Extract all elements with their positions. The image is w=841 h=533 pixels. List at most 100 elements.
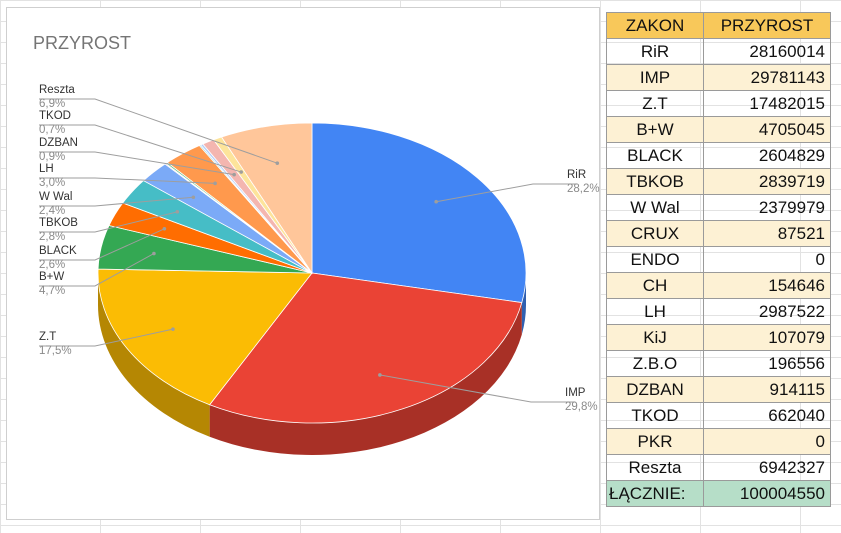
cell-value[interactable]: 2604829 bbox=[703, 142, 831, 169]
cell-name[interactable]: KiJ bbox=[606, 324, 704, 351]
table-row: BLACK 2604829 bbox=[606, 142, 831, 169]
cell-value[interactable]: 0 bbox=[703, 428, 831, 455]
leader-dot bbox=[239, 170, 243, 174]
slice-label: BLACK bbox=[39, 245, 77, 257]
cell-value[interactable]: 28160014 bbox=[703, 38, 831, 65]
cell-name[interactable]: CRUX bbox=[606, 220, 704, 247]
table-row: B+W 4705045 bbox=[606, 116, 831, 143]
cell-name[interactable]: TKOD bbox=[606, 402, 704, 429]
cell-value[interactable]: 17482015 bbox=[703, 90, 831, 117]
slice-label: DZBAN bbox=[39, 137, 78, 149]
cell-value[interactable]: 154646 bbox=[703, 272, 831, 299]
cell-name[interactable]: ŁĄCZNIE: bbox=[606, 480, 704, 507]
leader-dot bbox=[152, 251, 156, 256]
cell-value[interactable]: 914115 bbox=[703, 376, 831, 403]
cell-value[interactable]: 29781143 bbox=[703, 64, 831, 91]
slice-label: IMP bbox=[565, 387, 586, 399]
leader-line bbox=[379, 374, 575, 403]
cell-name[interactable]: B+W bbox=[606, 116, 704, 143]
cell-name[interactable]: TBKOB bbox=[606, 168, 704, 195]
slice-label: TBKOB bbox=[39, 217, 78, 229]
leader-line bbox=[39, 253, 155, 287]
leader-dot bbox=[213, 181, 217, 186]
table-header-row: ZAKON PRZYROST bbox=[606, 12, 831, 39]
cell-name[interactable]: Z.T bbox=[606, 90, 704, 117]
table-row: ENDO 0 bbox=[606, 246, 831, 273]
table-row: W Wal 2379979 bbox=[606, 194, 831, 221]
leader-line bbox=[39, 124, 242, 173]
leader-dot bbox=[171, 327, 175, 331]
leader-line bbox=[39, 177, 216, 184]
pie-slice bbox=[97, 268, 313, 406]
cell-value[interactable]: 100004550 bbox=[703, 480, 831, 507]
leader-dot bbox=[275, 161, 280, 165]
leader-line bbox=[39, 98, 278, 164]
cell-value[interactable]: 107079 bbox=[703, 324, 831, 351]
leader-line bbox=[39, 196, 194, 207]
pie-slice bbox=[311, 122, 527, 304]
slice-label: Z.T bbox=[39, 331, 56, 343]
cell-name[interactable]: BLACK bbox=[606, 142, 704, 169]
pie-slice-side bbox=[97, 273, 210, 437]
slice-percent: 2,6% bbox=[39, 259, 65, 271]
cell-value[interactable]: 196556 bbox=[703, 350, 831, 377]
slice-percent: 3,0% bbox=[39, 177, 65, 189]
cell-value[interactable]: 0 bbox=[703, 246, 831, 273]
data-table: ZAKON PRZYROST RiR 28160014 IMP 29781143 Z.T 17… bbox=[606, 12, 831, 507]
slice-percent: 2,8% bbox=[39, 231, 65, 243]
slice-label: Reszta bbox=[39, 84, 75, 96]
cell-name[interactable]: Reszta bbox=[606, 454, 704, 481]
chart-panel[interactable]: PRZYROST RiR 28,2% IMP 29,8% Z.T 17,5% B+W 4,7%… bbox=[6, 7, 600, 520]
table-row: Z.T 17482015 bbox=[606, 90, 831, 117]
table-row: TBKOB 2839719 bbox=[606, 168, 831, 195]
leader-dot bbox=[162, 226, 167, 231]
pie-slice bbox=[220, 122, 313, 275]
table-total-row: ŁĄCZNIE: 100004550 bbox=[606, 480, 831, 507]
table-row: LH 2987522 bbox=[606, 298, 831, 325]
slice-label: TKOD bbox=[39, 110, 71, 122]
cell-value[interactable]: 2987522 bbox=[703, 298, 831, 325]
slice-label: LH bbox=[39, 163, 54, 175]
cell-name[interactable]: IMP bbox=[606, 64, 704, 91]
cell-name[interactable]: RiR bbox=[606, 38, 704, 65]
slice-percent: 0,7% bbox=[39, 124, 65, 136]
cell-value[interactable]: 4705045 bbox=[703, 116, 831, 143]
cell-value[interactable]: 6942327 bbox=[703, 454, 831, 481]
slice-label: W Wal bbox=[39, 191, 72, 203]
leader-dot bbox=[378, 373, 382, 377]
cell-value[interactable]: PRZYROST bbox=[703, 12, 831, 39]
cell-name[interactable]: Z.B.O bbox=[606, 350, 704, 377]
cell-name[interactable]: CH bbox=[606, 272, 704, 299]
cell-value[interactable]: 662040 bbox=[703, 402, 831, 429]
table-row: CH 154646 bbox=[606, 272, 831, 299]
chart-title: PRZYROST bbox=[33, 33, 131, 53]
slice-percent: 28,2% bbox=[567, 183, 600, 195]
cell-name[interactable]: ENDO bbox=[606, 246, 704, 273]
slice-label: RiR bbox=[567, 169, 586, 181]
leader-dot bbox=[434, 199, 438, 204]
cell-name[interactable]: W Wal bbox=[606, 194, 704, 221]
slice-percent: 29,8% bbox=[565, 401, 598, 413]
pie-slice-side bbox=[209, 302, 522, 455]
leader-line bbox=[39, 151, 235, 176]
table-row: Reszta 6942327 bbox=[606, 454, 831, 481]
cell-name[interactable]: DZBAN bbox=[606, 376, 704, 403]
table-row: PKR 0 bbox=[606, 428, 831, 455]
leader-line bbox=[436, 183, 577, 203]
cell-value[interactable]: 2839719 bbox=[703, 168, 831, 195]
leader-dot bbox=[175, 210, 180, 214]
cell-value[interactable]: 87521 bbox=[703, 220, 831, 247]
pie-chart: PRZYROST RiR 28,2% IMP 29,8% Z.T 17,5% B+W 4,7%… bbox=[33, 33, 600, 455]
slice-label: B+W bbox=[39, 271, 64, 283]
leader-line bbox=[39, 328, 174, 347]
cell-name[interactable]: LH bbox=[606, 298, 704, 325]
leader-dot bbox=[191, 195, 196, 200]
cell-value[interactable]: 2379979 bbox=[703, 194, 831, 221]
cell-name[interactable]: ZAKON bbox=[606, 12, 704, 39]
leader-dot bbox=[232, 172, 236, 177]
table-row: IMP 29781143 bbox=[606, 64, 831, 91]
table-row: DZBAN 914115 bbox=[606, 376, 831, 403]
cell-name[interactable]: PKR bbox=[606, 428, 704, 455]
table-row: KiJ 107079 bbox=[606, 324, 831, 351]
table-row: CRUX 87521 bbox=[606, 220, 831, 247]
